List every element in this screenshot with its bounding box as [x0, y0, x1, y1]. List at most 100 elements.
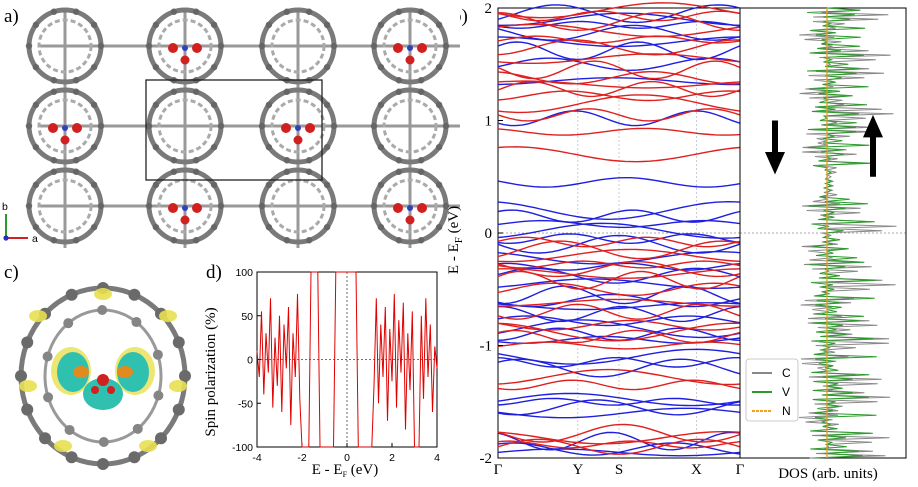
legend-label: C: [782, 366, 791, 380]
legend-label: N: [782, 404, 791, 418]
spin-down-band: [497, 357, 740, 368]
panel-label-d: d): [206, 262, 222, 283]
spin-down-band: [497, 222, 741, 239]
spin-down-arrow-icon: [765, 120, 785, 175]
panel-label-c: c): [4, 262, 19, 283]
spin-up-band: [497, 35, 741, 44]
spin-up-band: [497, 2, 741, 19]
d-xtick-label: -4: [252, 452, 261, 464]
k-point-label: S: [615, 462, 623, 478]
spin-up-band: [497, 282, 741, 296]
spin-down-band: [497, 234, 741, 254]
unit-cell-box: [145, 79, 323, 181]
d-xtick-label: 2: [389, 452, 395, 464]
spin-down-band: [497, 442, 741, 456]
d-ytick-label: 100: [235, 267, 253, 279]
axis-b-label: b: [2, 201, 8, 213]
cage-molecule: [370, 87, 450, 165]
spin-up-band: [497, 127, 741, 136]
cage-molecule: [370, 167, 450, 245]
cage-molecule: [25, 7, 105, 85]
spin-up-band: [497, 260, 741, 269]
d-xtick-label: 0: [344, 452, 350, 464]
legend-label: V: [782, 385, 790, 399]
spin-up-band: [497, 80, 741, 98]
spin-up-band: [497, 236, 741, 248]
spin-down-band: [497, 278, 741, 289]
axis-a-label: a: [32, 233, 38, 245]
spin-polarization-chart: -4 -2 0 2 4 -100 -50 0 50 100 Spin polarization (…: [203, 267, 440, 479]
spin-down-band: [497, 177, 741, 188]
d-xtick-label: 4: [434, 452, 440, 464]
spin-down-band: [497, 302, 741, 311]
spin-down-band: [497, 392, 741, 407]
axis-indicator: b a: [2, 201, 38, 245]
spin-down-band: [497, 397, 741, 406]
spin-up-band: [497, 60, 741, 80]
spin-up-band: [497, 423, 741, 443]
spin-up-band: [497, 240, 741, 260]
spin-down-band: [497, 399, 741, 416]
spin-up-band: [497, 39, 740, 56]
d-ytick-label: -100: [232, 442, 253, 454]
spin-up-band: [497, 322, 741, 342]
spin-density-isosurface-image: [15, 282, 191, 470]
cage-molecule: [25, 87, 105, 165]
spin-down-band: [497, 4, 741, 24]
d-ytick-label: 0: [247, 355, 253, 367]
spin-up-band: [497, 94, 741, 114]
spin-up-band: [497, 431, 741, 445]
spin-up-band: [497, 260, 741, 278]
cage-molecule: [258, 167, 338, 245]
spin-up-band: [497, 319, 741, 331]
k-point-label: Γ: [494, 462, 503, 478]
spin-up-band: [497, 90, 741, 102]
dos-legend: CVN: [745, 358, 799, 422]
cage-molecule: [145, 87, 225, 165]
spin-up-band: [497, 80, 741, 89]
bands-ytick-label: 1: [485, 114, 493, 130]
k-point-label: Γ: [736, 462, 745, 478]
spin-down-band: [497, 305, 741, 323]
cage-molecule: [258, 87, 338, 165]
k-point-label: X: [691, 462, 702, 478]
spin-down-band: [497, 407, 741, 419]
d-xlabel: E - EF (eV): [312, 462, 379, 479]
spin-up-band: [497, 146, 741, 163]
spin-up-band: [498, 268, 741, 279]
spin-down-band: [497, 319, 741, 339]
spin-up-band: [497, 440, 741, 449]
spin-up-band: [497, 10, 741, 22]
dos-xlabel: DOS (arb. units): [778, 466, 878, 482]
cage-molecule: [370, 7, 450, 85]
spin-up-band: [498, 298, 740, 307]
band-structure-chart: -2 -1 0 1 2 Γ Y S X Γ CVN E - EF (eV) DOS (arb. u…: [446, 1, 907, 482]
panel-label-a: a): [4, 6, 19, 27]
cage-molecule: [145, 7, 225, 85]
spin-down-band: [497, 209, 741, 223]
d-ytick-label: 50: [241, 311, 253, 323]
spin-up-band: [497, 379, 741, 391]
spin-down-band: [497, 200, 741, 221]
d-ylabel: Spin polarization (%): [203, 307, 219, 436]
cage-molecule: [258, 7, 338, 85]
spin-up-band: [497, 71, 741, 85]
b-ylabel: E - EF (eV): [446, 206, 465, 274]
spin-up-arrow-icon: [863, 114, 883, 177]
d-ytick-label: -50: [238, 398, 253, 410]
spin-down-band: [497, 267, 741, 284]
k-point-label: Y: [572, 462, 583, 478]
bands-ytick-label: -1: [480, 339, 493, 355]
spin-polarization-line: [256, 271, 438, 448]
spin-up-band: [497, 248, 741, 263]
spin-up-band: [497, 12, 741, 32]
bands-ytick-label: -2: [480, 451, 493, 467]
d-xtick-label: -2: [297, 452, 306, 464]
spin-up-band: [497, 53, 741, 64]
bands-ytick-label: 0: [485, 226, 493, 242]
spin-up-band: [497, 108, 741, 122]
spin-down-band: [497, 219, 741, 229]
cage-molecule: [25, 167, 105, 245]
spin-up-band: [497, 368, 741, 386]
spin-up-band: [497, 23, 741, 38]
